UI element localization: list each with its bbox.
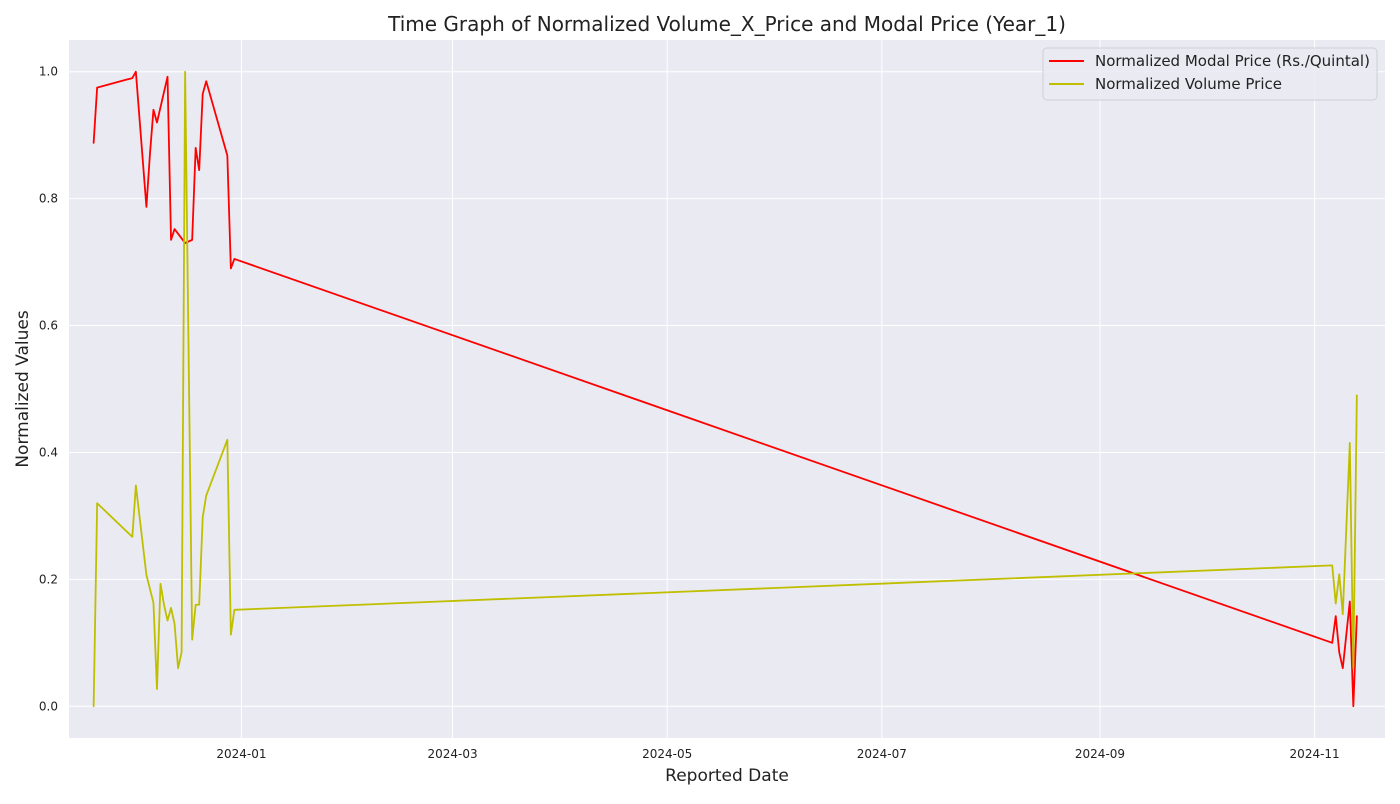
y-tick-label: 0.0 — [39, 699, 58, 713]
x-tick-label: 2024-01 — [216, 747, 266, 761]
chart-title: Time Graph of Normalized Volume_X_Price … — [387, 12, 1066, 36]
grid-lines — [69, 40, 1385, 738]
x-tick-label: 2024-09 — [1075, 747, 1125, 761]
x-tick-label: 2024-11 — [1290, 747, 1340, 761]
x-axis-title: Reported Date — [665, 766, 789, 786]
y-tick-label: 0.4 — [39, 445, 58, 459]
y-tick-label: 1.0 — [39, 65, 58, 79]
tick-labels: 2024-01 2024-03 2024-05 2024-07 2024-09 2024-… — [39, 65, 1340, 761]
y-tick-label: 0.2 — [39, 572, 58, 586]
legend-label-volume-price: Normalized Volume Price — [1095, 75, 1282, 93]
y-axis-title: Normalized Values — [13, 310, 33, 467]
series-line-1 — [92, 70, 1358, 708]
x-tick-label: 2024-03 — [427, 747, 477, 761]
x-tick-label: 2024-05 — [642, 747, 692, 761]
y-tick-label: 0.6 — [39, 319, 58, 333]
x-tick-label: 2024-07 — [857, 747, 907, 761]
series-lines — [92, 70, 1358, 708]
legend-label-modal-price: Normalized Modal Price (Rs./Quintal) — [1095, 52, 1370, 70]
y-tick-label: 0.8 — [39, 192, 58, 206]
series-line-0 — [92, 70, 1358, 708]
legend-box — [1042, 47, 1378, 101]
legend: Normalized Modal Price (Rs./Quintal) Nor… — [1042, 47, 1378, 101]
plot-background — [69, 40, 1385, 738]
